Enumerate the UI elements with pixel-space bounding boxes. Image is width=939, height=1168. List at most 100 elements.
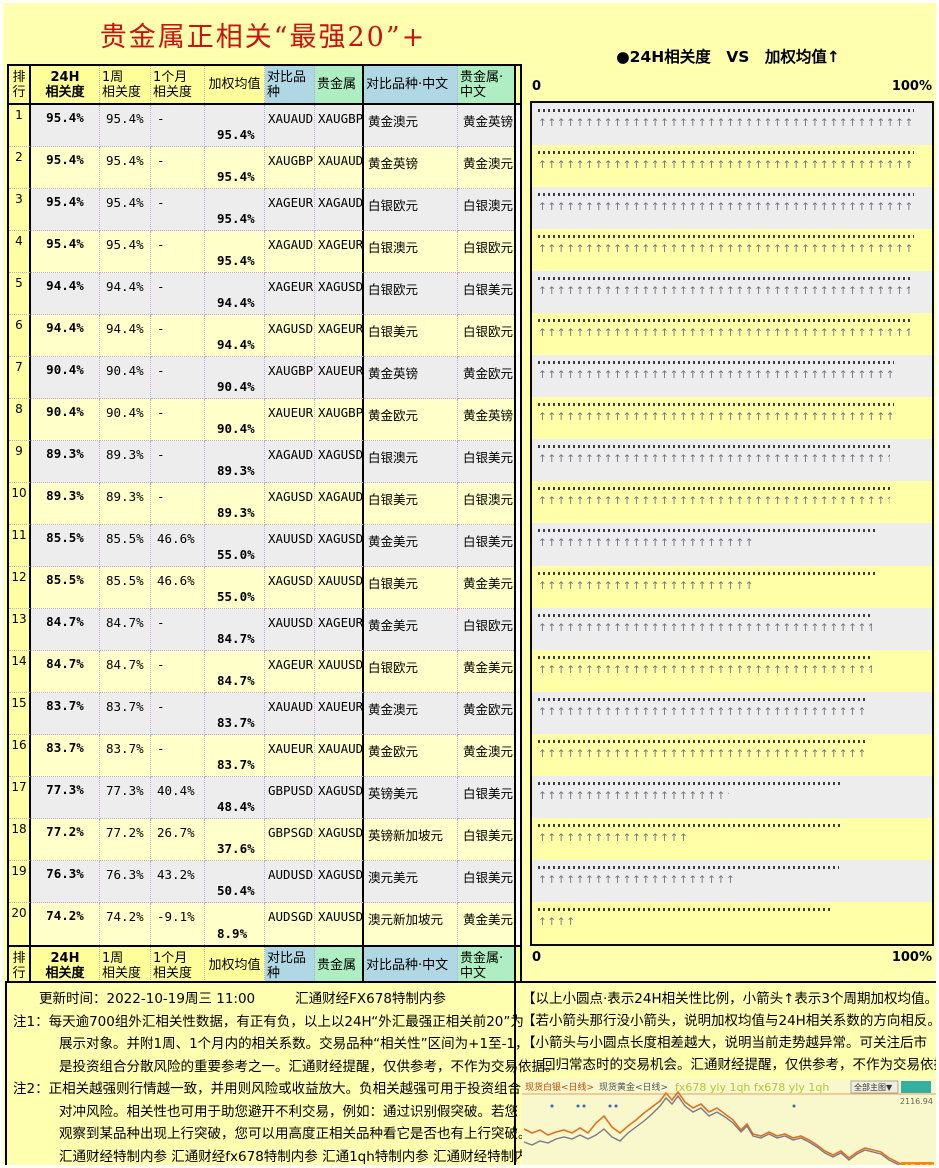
arrows-weighted-average-bar: ↑↑↑↑↑↑↑↑↑↑↑↑↑↑↑↑↑↑↑↑↑↑↑↑↑↑↑↑↑↑↑↑↑↑↑↑↑↑↑↑…	[538, 915, 573, 928]
arrows-weighted-average-bar: ↑↑↑↑↑↑↑↑↑↑↑↑↑↑↑↑↑↑↑↑↑↑↑↑↑↑↑↑↑↑↑↑↑↑↑↑↑↑↑↑…	[538, 747, 868, 760]
cell-24h-correlation: 74.2%	[31, 903, 100, 945]
cell-weighted-average: 8.9%	[205, 903, 265, 945]
chart-band: ↑↑↑↑↑↑↑↑↑↑↑↑↑↑↑↑↑↑↑↑↑↑↑↑↑↑↑↑↑↑↑↑↑↑↑↑↑↑↑↑…	[532, 481, 932, 524]
column-header: 加权均值	[205, 66, 265, 103]
cell-1m-correlation: -	[151, 315, 205, 357]
cell-compare-name-cn: 白银美元	[364, 315, 458, 357]
cell-metal-symbol: XAGUSD	[315, 777, 364, 819]
cell-weighted-average: 48.4%	[205, 777, 265, 819]
cell-metal-symbol: XAUUSD	[315, 651, 364, 693]
cell-compare-name-cn: 黄金美元	[364, 525, 458, 567]
table-footer-header: 排 行 24H 相关度 1周 相关度 1个月 相关度 加权均值 对比品 种贵金属 对比品种·…	[9, 945, 520, 984]
cell-weighted-average: 89.3%	[205, 483, 265, 525]
cell-1m-correlation: -	[151, 357, 205, 399]
cell-compare-name-cn: 黄金英镑	[364, 357, 458, 399]
arrows-weighted-average-bar: ↑↑↑↑↑↑↑↑↑↑↑↑↑↑↑↑↑↑↑↑↑↑↑↑↑↑↑↑↑↑↑↑↑↑↑↑↑↑↑↑…	[538, 831, 686, 844]
legend-notes-block: 【以上小圆点·表示24H相关性比例，小箭头↑表示3个周期加权均值。 【若小箭头那行…	[522, 988, 939, 1076]
cell-24h-correlation: 94.4%	[31, 315, 100, 357]
axis-max-label: 100%	[891, 79, 932, 94]
cell-24h-correlation: 85.5%	[31, 567, 100, 609]
cell-1m-correlation: -	[151, 483, 205, 525]
arrows-weighted-average-bar: ↑↑↑↑↑↑↑↑↑↑↑↑↑↑↑↑↑↑↑↑↑↑↑↑↑↑↑↑↑↑↑↑↑↑↑↑↑↑↑↑…	[538, 621, 872, 634]
table-row: 11 85.5% 85.5% 46.6% 55.0% XAUUSD XAGUSD 黄金美元 白银…	[9, 525, 520, 567]
cell-1w-correlation: 84.7%	[100, 651, 151, 693]
arrows-weighted-average-bar: ↑↑↑↑↑↑↑↑↑↑↑↑↑↑↑↑↑↑↑↑↑↑↑↑↑↑↑↑↑↑↑↑↑↑↑↑↑↑↑↑…	[538, 537, 755, 550]
chart-band: ↑↑↑↑↑↑↑↑↑↑↑↑↑↑↑↑↑↑↑↑↑↑↑↑↑↑↑↑↑↑↑↑↑↑↑↑↑↑↑↑…	[532, 565, 932, 608]
cell-compare-name-cn: 黄金欧元	[364, 735, 458, 777]
axis-min-label: 0	[532, 79, 542, 94]
column-header: 1个月 相关度	[151, 66, 205, 103]
header-row: 排 行 24H 相关度 1周 相关度 1个月 相关度 加权均值 对比品 种贵金属 对比品种·…	[9, 66, 520, 103]
cell-rank: 13	[9, 609, 31, 651]
footer-notes-right: 【以上小圆点·表示24H相关性比例，小箭头↑表示3个周期加权均值。 【若小箭头那行…	[516, 983, 939, 1165]
table-row: 6 94.4% 94.4% -94.4% XAGUSD XAGEUR 白银美元 白银欧元	[9, 315, 520, 357]
cell-1w-correlation: 94.4%	[100, 273, 151, 315]
cell-compare-name-cn: 白银欧元	[364, 189, 458, 231]
cell-24h-correlation: 94.4%	[31, 273, 100, 315]
cell-metal-symbol: XAGAUD	[315, 483, 364, 525]
arrows-weighted-average-bar: ↑↑↑↑↑↑↑↑↑↑↑↑↑↑↑↑↑↑↑↑↑↑↑↑↑↑↑↑↑↑↑↑↑↑↑↑↑↑↑↑…	[538, 789, 729, 802]
note1-line: 展示对象。并附1周、1个月内的相关系数。交易品种“相关性”区间为+1至-1，	[59, 1036, 529, 1052]
source-label: 汇通财经FX678特制内参	[295, 991, 446, 1007]
column-header: 排 行	[9, 66, 31, 103]
silver-price-line	[523, 1090, 905, 1165]
cell-rank: 11	[9, 525, 31, 567]
cell-1w-correlation: 95.4%	[100, 231, 151, 273]
cell-24h-correlation: 95.4%	[31, 147, 100, 189]
cell-weighted-average: 95.4%	[205, 105, 265, 147]
arrows-weighted-average-bar: ↑↑↑↑↑↑↑↑↑↑↑↑↑↑↑↑↑↑↑↑↑↑↑↑↑↑↑↑↑↑↑↑↑↑↑↑↑↑↑↑…	[538, 201, 914, 214]
cell-compare-symbol: XAUAUD	[265, 105, 315, 147]
cell-1m-correlation: 46.6%	[151, 567, 205, 609]
cell-1m-correlation: -	[151, 735, 205, 777]
table-row: 14 84.7% 84.7% -84.7% XAGEUR XAUUSD 白银欧元 黄金美元	[9, 651, 520, 693]
annotations-dropdown-label[interactable]: 全部主图▼	[854, 1082, 893, 1092]
dots-24h-correlation-bar	[538, 613, 872, 617]
cell-compare-symbol: XAUEUR	[265, 399, 315, 441]
cell-metal-name-cn: 黄金美元	[458, 651, 516, 693]
dots-24h-correlation-bar	[538, 193, 914, 197]
cell-1m-correlation: -	[151, 651, 205, 693]
axis-min-label: 0	[532, 950, 542, 965]
cell-weighted-average: 55.0%	[205, 525, 265, 567]
cell-metal-name-cn: 白银欧元	[458, 609, 516, 651]
chart-band: ↑↑↑↑↑↑↑↑↑↑↑↑↑↑↑↑↑↑↑↑↑↑↑↑↑↑↑↑↑↑↑↑↑↑↑↑↑↑↑↑…	[532, 691, 932, 734]
cell-compare-symbol: XAUEUR	[265, 735, 315, 777]
column-header: 1周 相关度	[100, 947, 151, 984]
cell-weighted-average: 55.0%	[205, 567, 265, 609]
cell-24h-correlation: 89.3%	[31, 441, 100, 483]
cell-metal-name-cn: 黄金英镑	[458, 105, 516, 147]
chart-band: ↑↑↑↑↑↑↑↑↑↑↑↑↑↑↑↑↑↑↑↑↑↑↑↑↑↑↑↑↑↑↑↑↑↑↑↑↑↑↑↑…	[532, 103, 932, 146]
cell-1w-correlation: 85.5%	[100, 567, 151, 609]
arrows-weighted-average-bar: ↑↑↑↑↑↑↑↑↑↑↑↑↑↑↑↑↑↑↑↑↑↑↑↑↑↑↑↑↑↑↑↑↑↑↑↑↑↑↑↑…	[538, 495, 890, 508]
cell-1m-correlation: -	[151, 105, 205, 147]
cell-compare-symbol: XAGEUR	[265, 189, 315, 231]
dots-24h-correlation-bar	[538, 571, 875, 575]
cell-metal-symbol: XAGEUR	[315, 231, 364, 273]
column-header: 24H 相关度	[31, 947, 100, 984]
cell-compare-symbol: XAGEUR	[265, 651, 315, 693]
legend-silver-label: 现货白银<日线>	[525, 1081, 594, 1093]
cell-1m-correlation: -	[151, 189, 205, 231]
chart-band: ↑↑↑↑↑↑↑↑↑↑↑↑↑↑↑↑↑↑↑↑↑↑↑↑↑↑↑↑↑↑↑↑↑↑↑↑↑↑↑↑…	[532, 817, 932, 860]
chart-band: ↑↑↑↑↑↑↑↑↑↑↑↑↑↑↑↑↑↑↑↑↑↑↑↑↑↑↑↑↑↑↑↑↑↑↑↑↑↑↑↑…	[532, 649, 932, 692]
dots-24h-correlation-bar	[538, 865, 839, 869]
cell-1w-correlation: 77.2%	[100, 819, 151, 861]
cell-24h-correlation: 95.4%	[31, 231, 100, 273]
table-row: 17 77.3% 77.3% 40.4% 48.4% GBPUSD XAGUSD 英镑美元 白银…	[9, 777, 520, 819]
cell-compare-name-cn: 白银澳元	[364, 231, 458, 273]
table-row: 18 77.2% 77.2% 26.7% 37.6% GBPSGD XAGUSD 英镑新加坡元…	[9, 819, 520, 861]
cell-weighted-average: 94.4%	[205, 315, 265, 357]
table-row: 4 95.4% 95.4% -95.4% XAGAUD XAGEUR 白银澳元 白银欧元	[9, 231, 520, 273]
chart-band: ↑↑↑↑↑↑↑↑↑↑↑↑↑↑↑↑↑↑↑↑↑↑↑↑↑↑↑↑↑↑↑↑↑↑↑↑↑↑↑↑…	[532, 397, 932, 440]
legend-note-line: 【以上小圆点·表示24H相关性比例，小箭头↑表示3个周期加权均值。	[522, 991, 939, 1007]
arrows-weighted-average-bar: ↑↑↑↑↑↑↑↑↑↑↑↑↑↑↑↑↑↑↑↑↑↑↑↑↑↑↑↑↑↑↑↑↑↑↑↑↑↑↑↑…	[538, 579, 755, 592]
header-row: 排 行 24H 相关度 1周 相关度 1个月 相关度 加权均值 对比品 种贵金属 对比品种·…	[9, 947, 520, 984]
column-header: 对比品种·中文	[364, 947, 458, 984]
cell-24h-correlation: 95.4%	[31, 105, 100, 147]
note2-line: 对冲风险。相关性也可用于助您避开不利交易，例如：通过识别假突破。若您	[59, 1103, 518, 1120]
signal-dots	[550, 1104, 796, 1108]
cell-24h-correlation: 95.4%	[31, 189, 100, 231]
table-row: 5 94.4% 94.4% -94.4% XAGEUR XAGUSD 白银欧元 白银美元	[9, 273, 520, 315]
annotations-dropdown[interactable]	[850, 1080, 899, 1094]
cell-1m-correlation: 43.2%	[151, 861, 205, 903]
